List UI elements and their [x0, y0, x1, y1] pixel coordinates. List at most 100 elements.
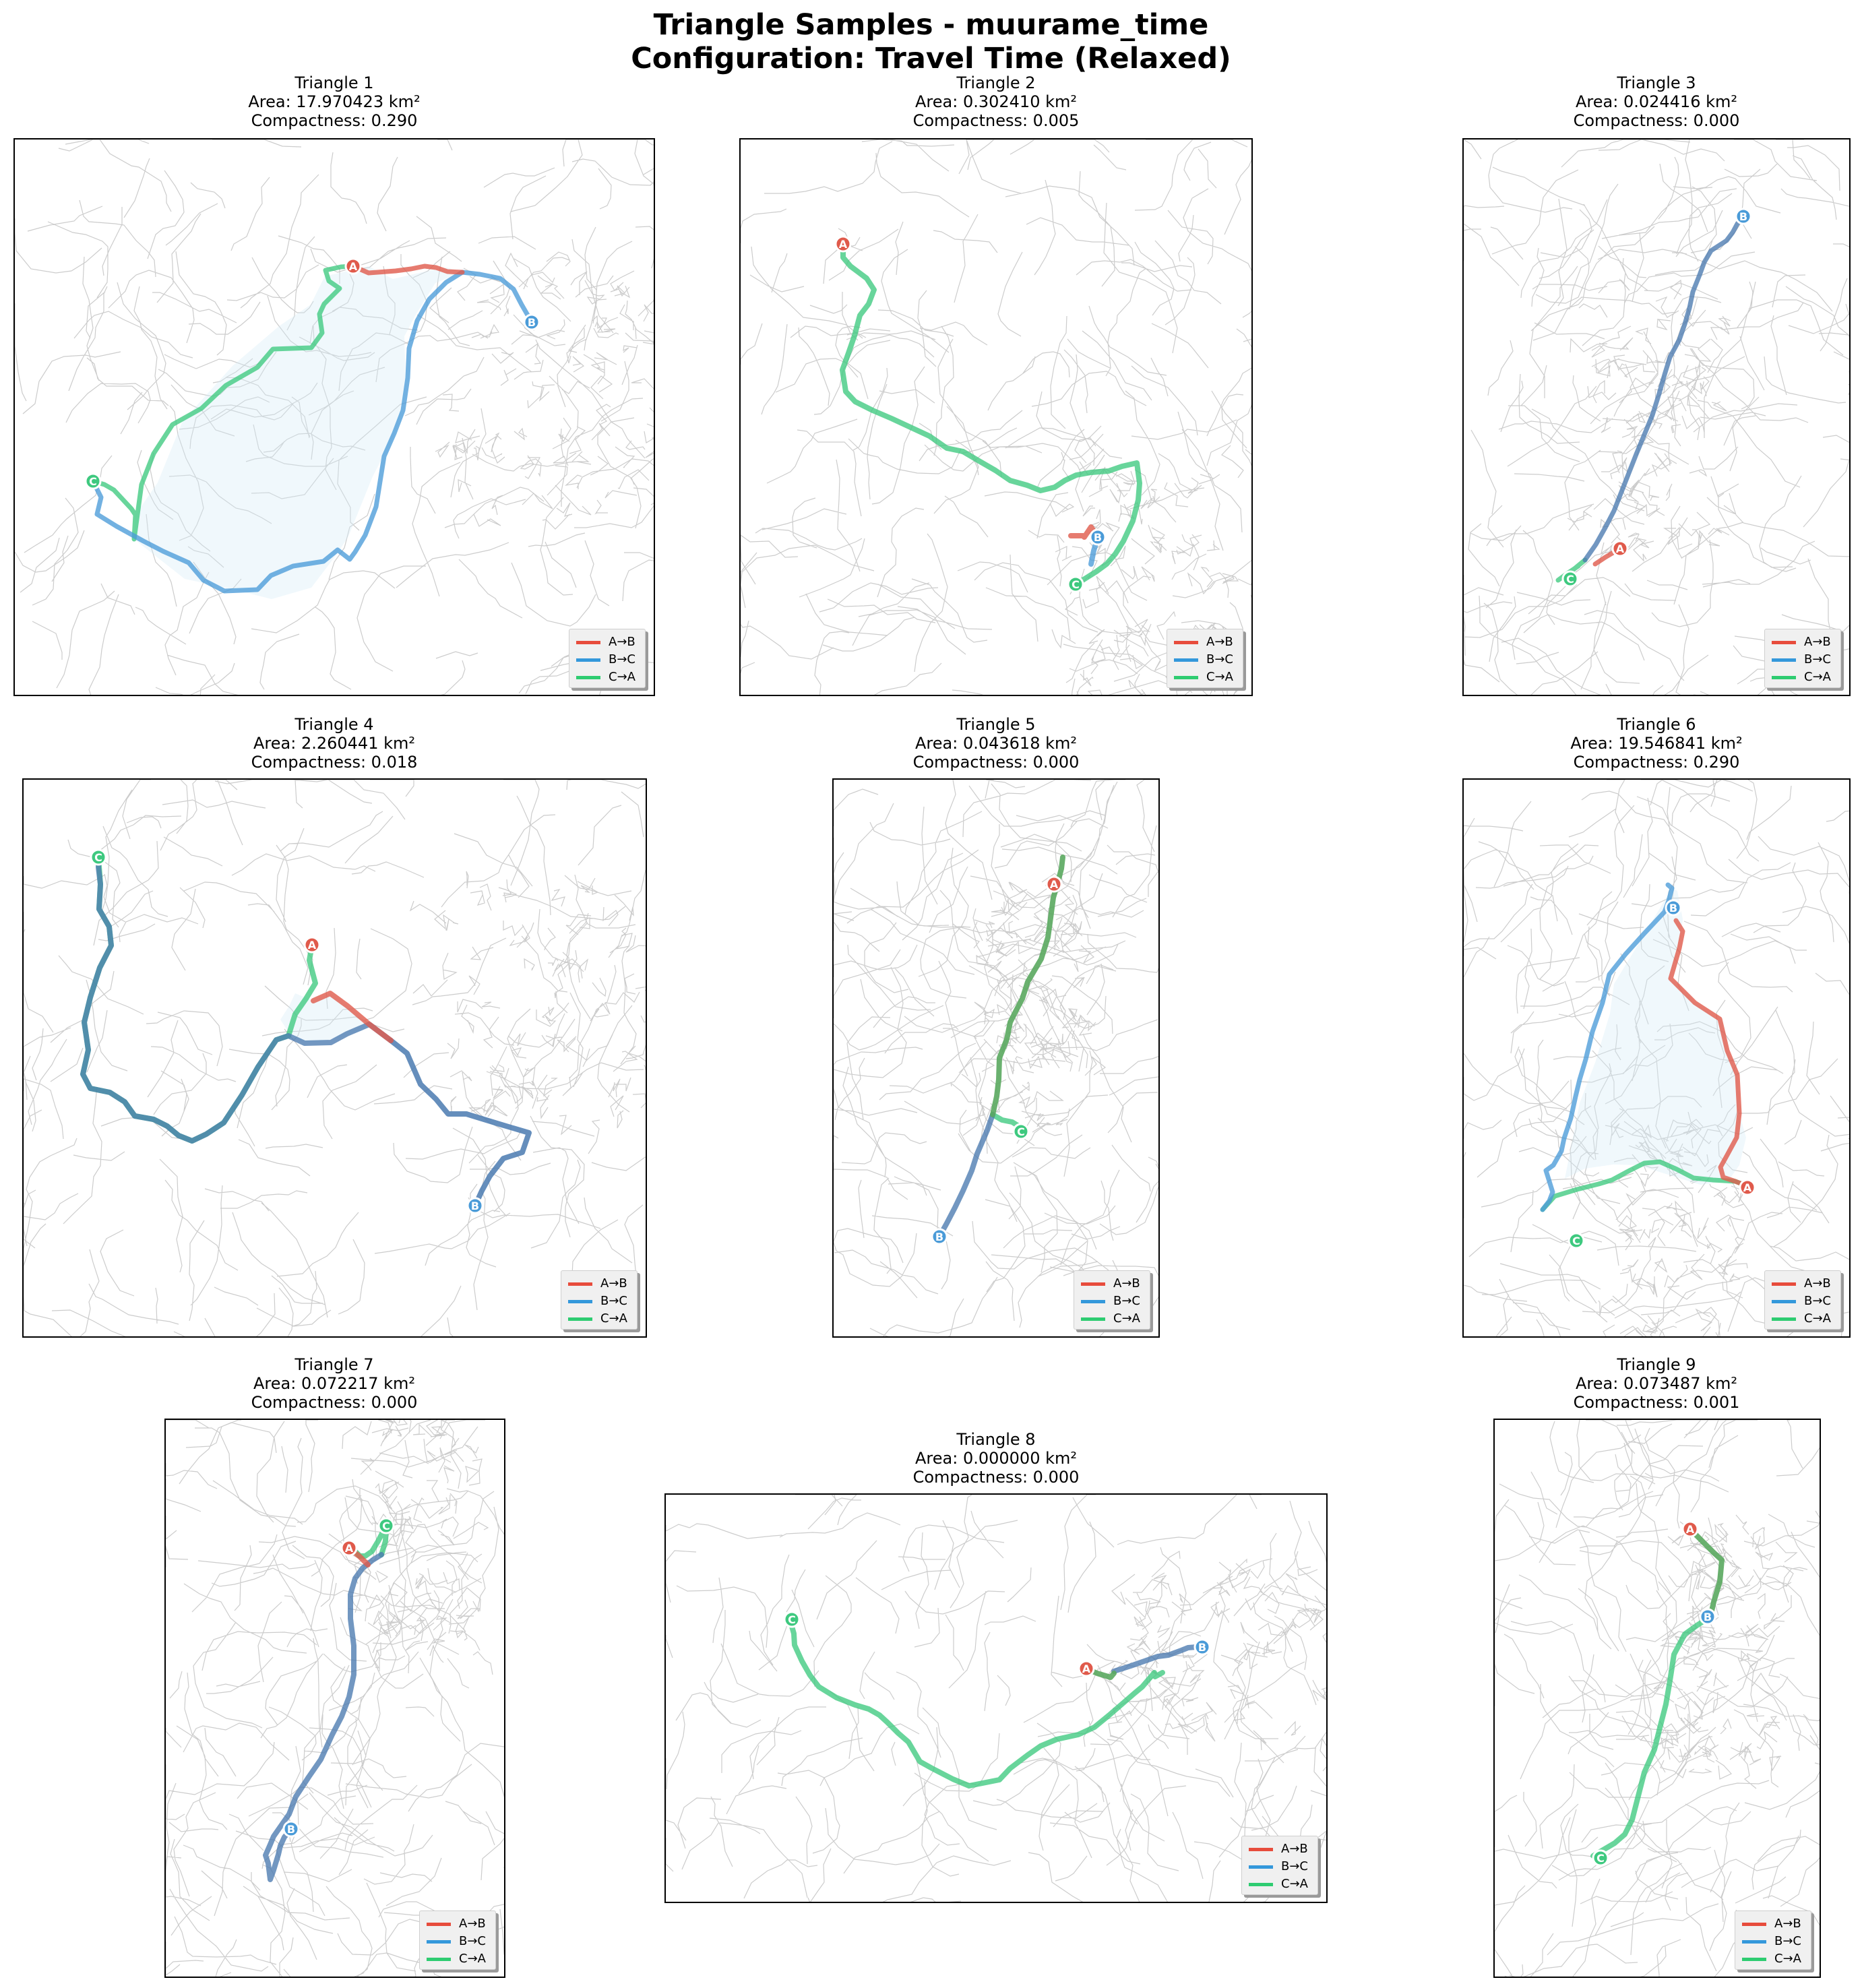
map-canvas: A B C	[1464, 139, 1849, 695]
marker-c-dot	[1568, 1232, 1585, 1249]
marker-c: C	[1568, 1232, 1585, 1249]
marker-b-label: B	[287, 1823, 295, 1836]
map-panel-6[interactable]: A B C A→B B→C C→A	[1462, 778, 1851, 1338]
legend-item-ca: C→A	[1772, 1311, 1831, 1326]
legend-label-ab: A→B	[459, 1917, 486, 1931]
panel-6-area: Area: 19.546841 km²	[1570, 734, 1743, 753]
marker-c-dot	[1561, 570, 1579, 588]
map-panel-8[interactable]: A B C A→B B→C C→A	[664, 1493, 1328, 1903]
legend-item-ca: C→A	[427, 1952, 486, 1966]
road-network	[1495, 1420, 1820, 1977]
map-panel-2[interactable]: A B C A→B B→C C→A	[739, 138, 1253, 696]
legend-swatch-bc	[1174, 658, 1198, 662]
marker-b-label: B	[471, 1200, 479, 1212]
marker-b: B	[1735, 208, 1752, 225]
legend-item-ab: A→B	[1772, 1276, 1831, 1291]
panel-7-compactness: Compactness: 0.000	[251, 1393, 418, 1412]
marker-a-label: A	[1686, 1523, 1695, 1536]
marker-c-label: C	[1566, 573, 1574, 586]
legend-label-bc: B→C	[1804, 1294, 1831, 1308]
legend: A→B B→C C→A	[1241, 1836, 1318, 1895]
marker-c-dot	[90, 848, 107, 866]
marker-c: C	[1592, 1849, 1609, 1867]
legend-item-ca: C→A	[1742, 1952, 1801, 1966]
map-canvas: A B C	[834, 780, 1158, 1336]
route-c-to-a	[1590, 1614, 1713, 1859]
triangle-area-fill	[134, 266, 462, 599]
legend-label-bc: B→C	[609, 652, 635, 666]
legend: A→B B→C C→A	[1764, 629, 1841, 688]
map-panel-9[interactable]: A B C A→B B→C C→A	[1493, 1419, 1821, 1978]
legend-label-ca: C→A	[1281, 1877, 1308, 1891]
panel-3-title: Triangle 3	[1617, 73, 1696, 92]
map-panel-3[interactable]: A B C A→B B→C C→A	[1462, 138, 1851, 696]
marker-a: A	[1611, 540, 1629, 557]
legend-item-bc: B→C	[1772, 652, 1831, 667]
panel-8-area: Area: 0.000000 km²	[915, 1449, 1077, 1468]
marker-b-dot	[1193, 1638, 1211, 1656]
marker-b-dot	[1665, 899, 1682, 917]
marker-b: B	[931, 1228, 948, 1245]
legend-swatch-bc	[568, 1299, 592, 1303]
legend-item-bc: B→C	[1174, 652, 1233, 667]
marker-a-dot	[1739, 1179, 1756, 1196]
legend-swatch-ab	[1772, 640, 1796, 644]
legend-swatch-ca	[1772, 1317, 1796, 1321]
legend-item-bc: B→C	[1249, 1859, 1308, 1874]
marker-b: B	[523, 313, 540, 331]
legend-item-ab: A→B	[1742, 1917, 1801, 1931]
panel-4-title: Triangle 4	[294, 715, 374, 734]
marker-b-dot	[282, 1820, 300, 1838]
legend-item-bc: B→C	[1081, 1294, 1140, 1309]
legend-label-ab: A→B	[1774, 1917, 1801, 1931]
marker-c-label: C	[94, 851, 102, 864]
marker-a-dot	[303, 936, 321, 954]
marker-a: A	[1739, 1179, 1756, 1196]
legend-swatch-ab	[1249, 1847, 1273, 1851]
legend-swatch-ca	[1772, 675, 1796, 679]
marker-a-label: A	[345, 1542, 354, 1555]
route-b-to-c	[263, 1552, 384, 1882]
route-b-to-c	[937, 1112, 995, 1239]
legend-item-bc: B→C	[1742, 1934, 1801, 1949]
legend-item-ab: A→B	[1249, 1842, 1308, 1857]
map-panel-7[interactable]: A B C A→B B→C C→A	[164, 1419, 505, 1978]
marker-a: A	[834, 235, 852, 253]
road-network	[1464, 139, 1849, 695]
legend-swatch-ab	[576, 640, 600, 644]
panel-6-title: Triangle 6	[1617, 715, 1696, 734]
marker-a: A	[344, 257, 362, 275]
legend-label-bc: B→C	[1804, 652, 1831, 666]
route-overlap	[1687, 1526, 1725, 1619]
legend-label-ca: C→A	[1206, 670, 1233, 684]
legend-item-ca: C→A	[1249, 1877, 1308, 1892]
legend-swatch-ca	[568, 1317, 592, 1321]
legend-swatch-ab	[427, 1922, 451, 1926]
panel-5-compactness: Compactness: 0.000	[912, 753, 1080, 772]
legend-swatch-bc	[427, 1939, 451, 1944]
map-panel-4[interactable]: A B C A→B B→C C→A	[22, 778, 647, 1338]
panel-3-compactness: Compactness: 0.000	[1573, 111, 1740, 130]
road-network	[834, 780, 1158, 1336]
route-a-to-b	[311, 991, 394, 1043]
map-canvas: A B C	[741, 139, 1251, 695]
route-c-to-a	[90, 263, 356, 542]
marker-c-label: C	[1572, 1235, 1580, 1247]
panel-9-compactness: Compactness: 0.001	[1573, 1393, 1740, 1412]
marker-a-label: A	[1616, 542, 1625, 555]
legend-swatch-ca	[576, 675, 600, 679]
map-panel-5[interactable]: A B C A→B B→C C→A	[832, 778, 1160, 1338]
legend-swatch-ab	[1742, 1922, 1766, 1926]
route-a-to-b	[1668, 918, 1750, 1189]
panel-7-title: Triangle 7	[294, 1355, 374, 1374]
marker-b: B	[1089, 528, 1107, 546]
legend: A→B B→C C→A	[1074, 1270, 1150, 1330]
legend-item-ca: C→A	[1081, 1311, 1140, 1326]
marker-a-label: A	[349, 260, 358, 273]
panel-5-area: Area: 0.043618 km²	[915, 734, 1077, 753]
marker-c-dot	[377, 1517, 395, 1534]
panel-9-title: Triangle 9	[1617, 1355, 1696, 1374]
panel-4-compactness: Compactness: 0.018	[251, 753, 418, 772]
map-panel-1[interactable]: A B C A→B B→C C→A	[13, 138, 655, 696]
legend-label-ab: A→B	[1804, 1276, 1831, 1291]
